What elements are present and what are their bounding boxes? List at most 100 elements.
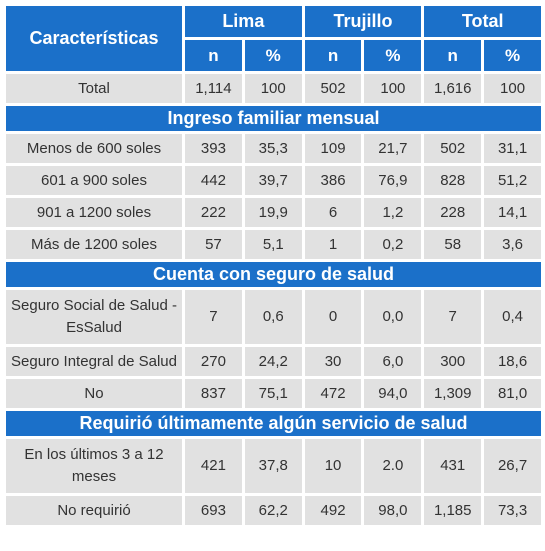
cell: 51,2 — [484, 166, 541, 195]
header-title: Características — [6, 6, 182, 71]
cell: 58 — [424, 230, 482, 259]
cell: 21,7 — [364, 134, 422, 163]
section-row: Requirió últimamente algún servicio de s… — [6, 411, 541, 436]
data-row: No requirió 693 62,2 492 98,0 1,185 73,3 — [6, 496, 541, 525]
cell: 26,7 — [484, 439, 541, 493]
cell: 100 — [364, 74, 422, 103]
cell: 3,6 — [484, 230, 541, 259]
cell: 837 — [185, 379, 242, 408]
table-body: Características Lima Trujillo Total n% n% n% To… — [6, 6, 541, 525]
section-row: Cuenta con seguro de salud — [6, 262, 541, 287]
cell: 0,2 — [364, 230, 422, 259]
row-label: Más de 1200 soles — [6, 230, 182, 259]
cell: 300 — [424, 347, 482, 376]
section-row: Ingreso familiar mensual — [6, 106, 541, 131]
cell: 1,2 — [364, 198, 422, 227]
subheader: % — [364, 40, 422, 71]
cell: 7 — [185, 290, 242, 344]
data-row: No 837 75,1 472 94,0 1,309 81,0 — [6, 379, 541, 408]
row-label: 901 a 1200 soles — [6, 198, 182, 227]
subheader: % — [484, 40, 541, 71]
cell: 228 — [424, 198, 482, 227]
cell: 6 — [304, 198, 362, 227]
data-row: Seguro Social de Salud - EsSalud 7 0,6 0 0,0… — [6, 290, 541, 344]
cell: 222 — [185, 198, 242, 227]
data-row: Más de 1200 soles 57 5,1 1 0,2 58 3,6 — [6, 230, 541, 259]
row-label: En los últimos 3 a 12 meses — [6, 439, 182, 493]
group-header: Lima — [185, 6, 302, 37]
cell: 421 — [185, 439, 242, 493]
cell: 393 — [185, 134, 242, 163]
cell: 472 — [304, 379, 362, 408]
data-row: 901 a 1200 soles 222 19,9 6 1,2 228 14,1 — [6, 198, 541, 227]
cell: 5,1 — [244, 230, 302, 259]
section-title: Requirió últimamente algún servicio de s… — [6, 411, 541, 436]
cell: 502 — [304, 74, 362, 103]
cell: 39,7 — [244, 166, 302, 195]
cell: 81,0 — [484, 379, 541, 408]
cell: 18,6 — [484, 347, 541, 376]
section-title: Cuenta con seguro de salud — [6, 262, 541, 287]
cell: 35,3 — [244, 134, 302, 163]
cell: 502 — [424, 134, 482, 163]
cell: 2.0 — [364, 439, 422, 493]
cell: 19,9 — [244, 198, 302, 227]
row-label: Seguro Integral de Salud — [6, 347, 182, 376]
cell: 75,1 — [244, 379, 302, 408]
data-row: Menos de 600 soles 393 35,3 109 21,7 502 31,1 — [6, 134, 541, 163]
cell: 1,114 — [185, 74, 242, 103]
cell: 98,0 — [364, 496, 422, 525]
cell: 270 — [185, 347, 242, 376]
cell: 30 — [304, 347, 362, 376]
cell: 100 — [244, 74, 302, 103]
cell: 0,0 — [364, 290, 422, 344]
cell: 57 — [185, 230, 242, 259]
cell: 0 — [304, 290, 362, 344]
subheader-row: n% n% n% — [6, 40, 541, 71]
row-label: No — [6, 379, 182, 408]
data-row: Seguro Integral de Salud 270 24,2 30 6,0 300 1… — [6, 347, 541, 376]
cell: 693 — [185, 496, 242, 525]
cell: 94,0 — [364, 379, 422, 408]
cell: 1,616 — [424, 74, 482, 103]
cell: 73,3 — [484, 496, 541, 525]
cell: 31,1 — [484, 134, 541, 163]
cell: 7 — [424, 290, 482, 344]
cell: 442 — [185, 166, 242, 195]
cell: 76,9 — [364, 166, 422, 195]
row-label: No requirió — [6, 496, 182, 525]
total-row: Total 1,114 100 502 100 1,616 100 — [6, 74, 541, 103]
row-label: 601 a 900 soles — [6, 166, 182, 195]
row-label: Total — [6, 74, 182, 103]
cell: 431 — [424, 439, 482, 493]
data-table: Características Lima Trujillo Total n% n% n% To… — [3, 3, 544, 528]
subheader: % — [244, 40, 302, 71]
header-row: Características Lima Trujillo Total — [6, 6, 541, 71]
cell: 10 — [304, 439, 362, 493]
group-header: Total — [424, 6, 541, 37]
cell: 14,1 — [484, 198, 541, 227]
section-title: Ingreso familiar mensual — [6, 106, 541, 131]
subheader: n — [185, 40, 242, 71]
subheader: n — [424, 40, 482, 71]
cell: 0,4 — [484, 290, 541, 344]
cell: 1,185 — [424, 496, 482, 525]
cell: 24,2 — [244, 347, 302, 376]
cell: 100 — [484, 74, 541, 103]
cell: 0,6 — [244, 290, 302, 344]
subheader: n — [304, 40, 362, 71]
cell: 6,0 — [364, 347, 422, 376]
cell: 62,2 — [244, 496, 302, 525]
cell: 492 — [304, 496, 362, 525]
data-row: En los últimos 3 a 12 meses 421 37,8 10 2.0 4… — [6, 439, 541, 493]
row-label: Menos de 600 soles — [6, 134, 182, 163]
cell: 109 — [304, 134, 362, 163]
cell: 37,8 — [244, 439, 302, 493]
group-header: Trujillo — [304, 6, 422, 37]
cell: 1 — [304, 230, 362, 259]
cell: 828 — [424, 166, 482, 195]
row-label: Seguro Social de Salud - EsSalud — [6, 290, 182, 344]
data-row: 601 a 900 soles 442 39,7 386 76,9 828 51,2 — [6, 166, 541, 195]
cell: 386 — [304, 166, 362, 195]
